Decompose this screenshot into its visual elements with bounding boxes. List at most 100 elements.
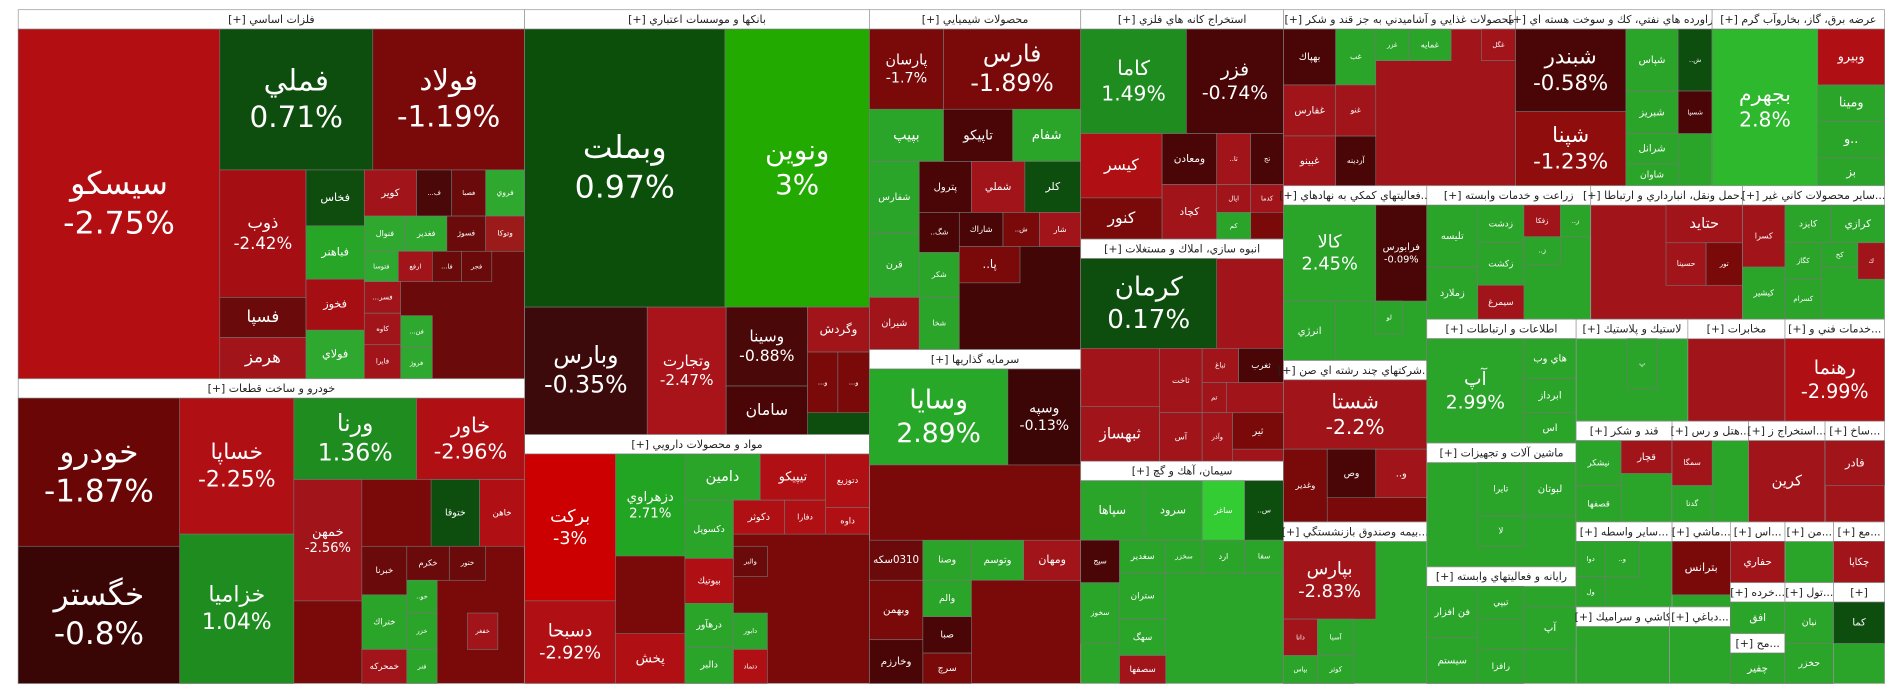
tile[interactable] — [1748, 440, 1826, 523]
tile[interactable] — [869, 297, 920, 350]
tile[interactable] — [524, 600, 616, 684]
tile[interactable] — [724, 28, 870, 308]
tile[interactable] — [1426, 586, 1479, 638]
tile[interactable] — [725, 385, 808, 435]
tile[interactable] — [1784, 338, 1885, 422]
tile[interactable] — [1625, 28, 1679, 92]
tile[interactable] — [958, 212, 1004, 247]
tile[interactable] — [1705, 242, 1743, 286]
tile[interactable] — [17, 545, 181, 684]
tile[interactable] — [825, 453, 870, 508]
tile[interactable] — [1477, 242, 1525, 286]
tile[interactable] — [1523, 412, 1577, 444]
tile[interactable] — [684, 453, 761, 501]
tile[interactable] — [869, 539, 924, 581]
tile[interactable] — [1677, 90, 1713, 134]
tile[interactable] — [1159, 348, 1203, 414]
tile[interactable] — [1232, 412, 1284, 450]
tile[interactable] — [219, 337, 307, 380]
sector-title[interactable]: سرمايه گذاريها [+] — [931, 353, 1019, 366]
tile[interactable] — [363, 250, 399, 282]
tile[interactable] — [869, 639, 924, 684]
tile[interactable] — [406, 612, 438, 650]
sector-title[interactable]: خودرو و ساخت قطعات [+] — [208, 382, 336, 395]
tile[interactable] — [1283, 300, 1337, 361]
tile[interactable] — [1575, 440, 1622, 486]
tile[interactable] — [1283, 28, 1337, 86]
tile[interactable] — [305, 278, 365, 331]
tile[interactable] — [1007, 368, 1082, 466]
tile[interactable] — [1080, 539, 1120, 583]
tile[interactable] — [1024, 161, 1082, 213]
tile[interactable] — [405, 215, 448, 252]
tile[interactable] — [1742, 204, 1786, 268]
tile[interactable] — [1677, 28, 1713, 92]
sector-title[interactable]: ...فعاليتهاي كمكي به نهادهاي [+] — [1279, 189, 1431, 202]
sector-title[interactable]: استخراج كانه هاي فلزي [+] — [1118, 13, 1247, 26]
sector-title[interactable]: ...خرده [+] — [1730, 586, 1785, 599]
tile[interactable] — [397, 250, 433, 282]
tile[interactable] — [922, 579, 972, 617]
tile[interactable] — [646, 306, 727, 435]
tile[interactable] — [733, 612, 768, 650]
tile[interactable] — [1161, 133, 1218, 185]
tile[interactable] — [219, 297, 307, 338]
tile[interactable] — [1426, 637, 1479, 684]
tile[interactable] — [1426, 266, 1479, 320]
tile[interactable] — [807, 351, 839, 414]
tile[interactable] — [1784, 242, 1822, 280]
sector-title[interactable]: فلزات اساسي [+] — [228, 13, 314, 26]
tile[interactable] — [869, 28, 944, 110]
tile[interactable] — [1023, 539, 1082, 581]
tile[interactable] — [958, 246, 1021, 284]
sector-title[interactable]: زراعت و خدمات وابسته [+] — [1444, 189, 1574, 202]
tile[interactable] — [615, 633, 686, 684]
tile[interactable] — [305, 225, 365, 280]
sector-title[interactable]: محصولات شيميايي [+] — [922, 13, 1029, 26]
sector-title[interactable]: ماشين آلات و تجهيزات [+] — [1440, 445, 1564, 459]
tile[interactable] — [1201, 539, 1245, 574]
tile[interactable] — [1283, 84, 1337, 137]
tile[interactable] — [1375, 28, 1409, 61]
tile[interactable] — [1625, 133, 1679, 165]
tile[interactable] — [869, 368, 1009, 466]
tile[interactable] — [1244, 539, 1284, 574]
sector-title[interactable]: ...ساخ [+] — [1829, 425, 1880, 438]
tile[interactable] — [1426, 338, 1525, 444]
sector-title[interactable]: بانكها و موسسات اعتباري [+] — [628, 13, 766, 26]
tile[interactable] — [1080, 28, 1187, 134]
tile[interactable] — [1833, 541, 1885, 583]
tile[interactable] — [1119, 572, 1167, 620]
sector-title[interactable]: ...ساير محصولات كاني غير [+] — [1742, 189, 1886, 202]
tile[interactable] — [1523, 462, 1577, 517]
tile[interactable] — [1335, 84, 1377, 137]
sector-title[interactable]: ...دباغي [+] — [1671, 610, 1729, 623]
sector-title[interactable]: ...ساير واسطه [+] — [1580, 525, 1669, 538]
tile[interactable] — [1143, 480, 1203, 541]
tile[interactable] — [1426, 204, 1479, 268]
tile[interactable] — [17, 28, 221, 380]
tile[interactable] — [1523, 338, 1577, 380]
tile[interactable] — [1250, 184, 1284, 213]
tile[interactable] — [1575, 485, 1622, 523]
tile[interactable] — [485, 169, 525, 217]
tile[interactable] — [918, 297, 960, 350]
tile[interactable] — [1375, 204, 1428, 302]
tile[interactable] — [1477, 515, 1525, 547]
tile[interactable] — [1817, 121, 1885, 159]
tile[interactable] — [1119, 618, 1167, 656]
tile[interactable] — [825, 507, 870, 535]
tile[interactable] — [943, 28, 1082, 110]
tile[interactable] — [1250, 133, 1284, 185]
sector-title[interactable]: عرضه برق، گاز، بخاروآب گرم [+] — [1720, 12, 1876, 26]
tile[interactable] — [1201, 382, 1227, 414]
sector-title[interactable]: ...تول [+] — [1785, 586, 1833, 599]
tile[interactable] — [363, 312, 402, 346]
tile[interactable] — [361, 545, 408, 596]
tile[interactable] — [524, 453, 616, 602]
tile[interactable] — [1817, 84, 1885, 122]
tile[interactable] — [733, 499, 785, 535]
sector-title[interactable]: محصولات غذايي و آشاميدني به جز قند و شكر… — [1284, 12, 1514, 26]
sector-title[interactable]: ...خدمات فني و [+] — [1788, 323, 1881, 336]
tile[interactable] — [1244, 480, 1284, 541]
